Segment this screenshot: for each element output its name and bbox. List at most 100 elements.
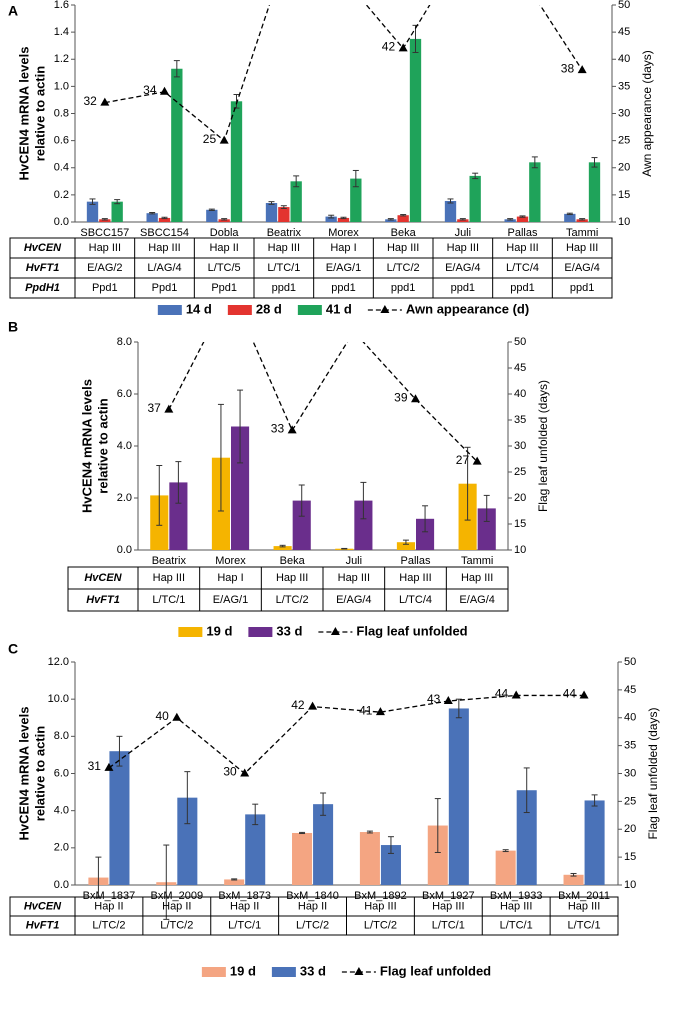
bar	[111, 201, 123, 222]
bar	[292, 500, 311, 550]
table-cell: Hap III	[268, 242, 300, 254]
error-bar	[328, 214, 335, 219]
y2-tick-label: 40	[618, 53, 630, 65]
y2-tick-label: 35	[514, 414, 526, 426]
table-cell: Hap II	[209, 242, 238, 254]
error-bar	[184, 771, 191, 825]
y-tick-label: 6.0	[117, 388, 132, 400]
table-cell: E/AG/4	[459, 594, 494, 606]
error-bar	[434, 798, 441, 853]
error-bar	[299, 831, 306, 835]
row-label: HvCEN	[24, 900, 62, 912]
data-label: 34	[143, 83, 157, 97]
bar	[563, 874, 584, 885]
bar	[584, 800, 605, 885]
legend-swatch	[157, 305, 182, 315]
table-cell: Hap III	[506, 242, 538, 254]
y-tick-label: 0.8	[54, 107, 69, 119]
table-cell: Hap III	[568, 900, 600, 912]
legend-label: 19 d	[206, 623, 232, 638]
error-bar	[566, 212, 573, 216]
table-cell: Ppd1	[152, 282, 178, 294]
data-label: 44	[563, 687, 577, 701]
data-label: 43	[427, 692, 441, 706]
error-bar	[293, 175, 300, 188]
y2-tick-label: 45	[618, 26, 630, 38]
error-bar	[114, 199, 121, 205]
table-cell: L/TC/1	[228, 919, 261, 931]
legend-label: 28 d	[256, 301, 282, 316]
y-tick-label: 8.0	[117, 336, 132, 348]
row-label: HvFT1	[26, 919, 60, 931]
bar	[359, 832, 380, 885]
bar	[224, 879, 245, 885]
error-bar	[95, 856, 102, 899]
error-bar	[464, 446, 471, 521]
y2-tick-label: 10	[618, 216, 630, 228]
line-marker	[375, 707, 385, 716]
x-tick-label: BxM_1837	[83, 890, 136, 902]
bar	[516, 790, 537, 885]
data-label: 42	[291, 698, 305, 712]
table-frame	[9, 237, 613, 299]
bar	[427, 825, 448, 885]
line-marker	[172, 712, 182, 721]
legend-label: 33 d	[276, 623, 302, 638]
line-marker	[164, 404, 174, 413]
error-bar	[387, 836, 394, 854]
bar	[273, 546, 292, 550]
bar	[206, 209, 218, 222]
bar	[171, 68, 183, 223]
bar	[495, 850, 516, 885]
error-bar	[483, 494, 490, 522]
error-bar	[221, 218, 228, 221]
y2-tick-label: 45	[514, 362, 526, 374]
table-cell: ppd1	[331, 282, 355, 294]
bar	[409, 38, 422, 222]
x-tick-label: Juli	[455, 227, 472, 239]
y-tick-label: 4.0	[117, 440, 132, 452]
line-marker	[443, 696, 453, 705]
table-cell: E/AG/4	[336, 594, 371, 606]
y2-tick-label: 30	[618, 107, 630, 119]
y2-tick-label: 35	[624, 740, 636, 752]
line	[108, 694, 585, 775]
table-cell: L/TC/2	[92, 919, 125, 931]
table-cell: Hap I	[330, 242, 356, 254]
error-bar	[116, 735, 123, 767]
bar	[265, 203, 278, 222]
table-cell: Hap III	[276, 572, 308, 584]
line-marker	[398, 43, 408, 52]
y2-tick-label: 45	[624, 684, 636, 696]
table-cell: Hap III	[338, 572, 370, 584]
legend-marker	[380, 305, 390, 313]
table-cell: Ppd1	[92, 282, 118, 294]
x-tick-label: BxM_1892	[354, 890, 407, 902]
x-tick-label: Beka	[391, 227, 417, 239]
table-cell: L/TC/1	[267, 262, 300, 274]
x-tick-label: Pallas	[508, 227, 538, 239]
line-marker	[104, 762, 114, 771]
error-bar	[149, 212, 156, 215]
data-label: 32	[83, 94, 97, 108]
line-marker	[511, 690, 521, 699]
y-axis-label: HvCEN4 mRNA levels	[79, 379, 94, 513]
line-marker	[472, 456, 482, 465]
bar	[109, 751, 130, 885]
bar	[245, 814, 266, 885]
legend: 19 d 33 d Flag leaf unfolded	[178, 623, 468, 638]
x-tick-label: Pallas	[401, 555, 431, 567]
table-cell: Hap III	[387, 242, 419, 254]
error-bar	[237, 389, 244, 464]
x-tick-label: BxM_2011	[558, 890, 610, 902]
error-bar	[455, 698, 462, 719]
y2-tick-label: 25	[624, 795, 636, 807]
x-tick-label: BxM_1933	[490, 890, 543, 902]
data-label: 38	[561, 61, 575, 75]
x-tick-label: Beka	[280, 555, 306, 567]
data-label: 33	[271, 422, 285, 436]
error-bar	[320, 792, 327, 816]
legend-marker	[330, 627, 340, 635]
legend-swatch	[271, 967, 296, 977]
